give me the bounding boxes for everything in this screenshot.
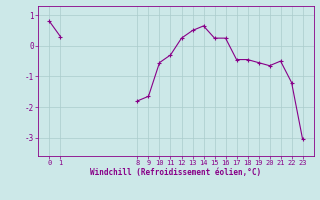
X-axis label: Windchill (Refroidissement éolien,°C): Windchill (Refroidissement éolien,°C) xyxy=(91,168,261,177)
